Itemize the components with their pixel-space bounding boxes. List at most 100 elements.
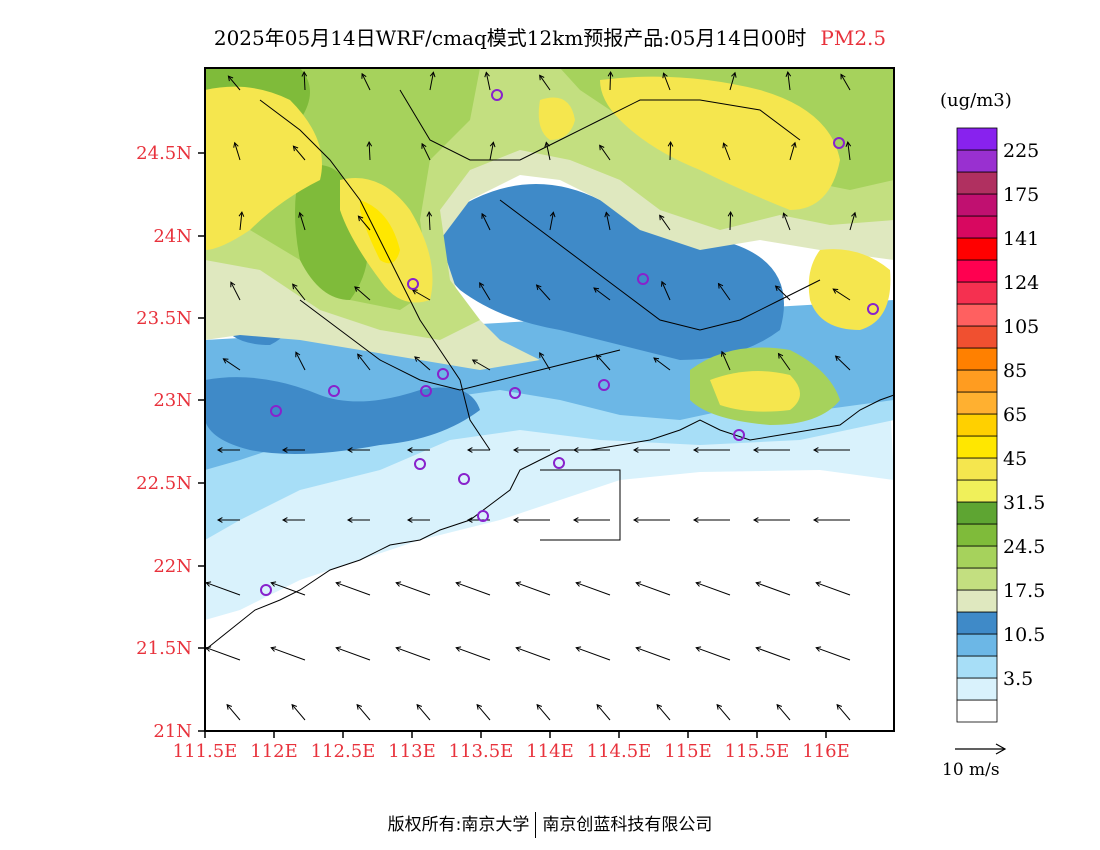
wind-arrowhead [656,703,662,710]
wind-arrowhead [238,211,245,217]
wind-arrowhead [593,287,600,293]
footer-left: 版权所有:南京大学 [387,815,530,835]
wind-arrowhead [226,703,232,710]
legend-label: 141 [1003,228,1039,250]
wind-arrowhead [298,211,304,218]
axis-ticks [198,152,827,738]
wind-arrow-icon [206,647,241,661]
wind-arrowhead [812,517,819,523]
wind-arrow-icon [357,353,371,371]
legend-swatch [956,501,998,525]
legend-swatch [956,127,998,151]
chart-title: 2025年05月14日WRF/cmaq模式12km预报产品:05月14日00时 P… [0,22,1100,51]
wind-arrowhead [595,354,602,361]
wind-arrow-icon [456,582,491,596]
wind-arrowhead [515,581,522,587]
wind-arrowhead [716,703,722,710]
wind-arrow-icon [354,286,371,301]
wind-arrow-icon [476,704,491,721]
wind-arrow-icon [636,647,671,661]
wind-arrowhead [722,142,728,149]
wind-arrowhead [662,72,668,79]
wind-arrowhead [575,581,582,587]
legend-swatch [956,193,998,217]
wind-arrowhead [845,141,852,147]
wind-arrow-icon [489,142,494,161]
reference-vector-label: 10 m/s [942,760,1000,780]
legend-swatch [956,347,998,371]
color-legend: 3.5 10.5 17.5 24.5 31.5 45 65 85 105 124 141 175 225 [956,127,1045,723]
wind-arrowhead [692,517,699,523]
wind-arrowhead [476,703,482,710]
wind-arrow-icon [239,212,243,231]
wind-arrow-icon [479,282,491,301]
wind-arrowhead [731,71,737,78]
wind-arrowhead [227,75,234,82]
latitude-labels: 24.5N 24N 23.5N 23N 22.5N 22N 21.5N 21N [136,143,192,742]
wind-arrowhead [632,517,639,523]
wind-arrowhead [832,288,839,294]
wind-arrow-icon [840,74,851,91]
wind-arrowhead [216,447,223,453]
wind-arrow-icon [295,351,306,371]
wind-arrow-icon [412,289,431,301]
wind-arrowhead [840,73,846,80]
wind-arrowhead [667,140,674,147]
wind-arrowhead [335,646,342,652]
lon-label: 114E [526,741,574,762]
wind-arrow-icon [696,582,731,596]
station-marker-icon [598,379,610,391]
station-marker-icon [414,458,426,470]
station-marker-icon [420,385,432,397]
wind-arrow-icon [356,704,371,721]
wind-arrow-icon [576,582,611,596]
station-marker-icon [637,273,649,285]
legend-swatch [956,655,998,679]
lat-label: 21.5N [136,638,192,659]
legend-label: 10.5 [1003,624,1045,646]
wind-arrowhead [335,581,342,587]
wind-arrow-icon [539,75,551,91]
wind-arrow-icon [775,285,791,301]
wind-arrowhead [836,703,842,710]
wind-arrowhead [727,210,734,217]
lon-label: 113.5E [449,741,514,762]
wind-arrow-icon [816,647,851,661]
station-marker-icon [833,137,845,149]
wind-arrowhead [536,703,542,710]
wind-arrowhead [695,646,702,652]
station-marker-icon [458,473,470,485]
wind-arrowhead [635,646,642,652]
station-marker-icon [328,385,340,397]
legend-swatch [956,215,998,239]
wind-arrow-icon [605,212,611,231]
wind-arrow-icon [271,647,306,661]
wind-arrow-icon [361,73,371,91]
wind-arrowhead [812,447,819,453]
wind-arrow-icon [596,354,611,371]
wind-arrowhead [575,646,582,652]
wind-arrowhead [416,703,422,710]
wind-arrow-icon [481,213,491,231]
legend-swatch [956,523,998,547]
wind-arrowhead [604,211,610,218]
wind-arrowhead [596,703,602,710]
legend-label: 24.5 [1003,536,1045,558]
wind-arrowhead [354,286,360,292]
wind-arrowhead [815,581,822,587]
wind-arrowhead [205,581,212,587]
pollutant-label: PM2.5 [820,26,887,50]
station-markers [260,89,879,596]
station-marker-icon [509,387,521,399]
wind-arrowhead [356,703,362,710]
wind-arrow-icon [663,73,671,91]
legend-swatch [956,479,998,503]
legend-swatch [956,633,998,657]
coastline-boundaries [205,89,894,651]
wind-arrow-icon [485,72,491,91]
legend-swatch [956,325,998,349]
footer-right: 南京创蓝科技有限公司 [542,815,713,835]
wind-arrow-icon [396,582,431,596]
wind-arrowhead [346,447,353,453]
